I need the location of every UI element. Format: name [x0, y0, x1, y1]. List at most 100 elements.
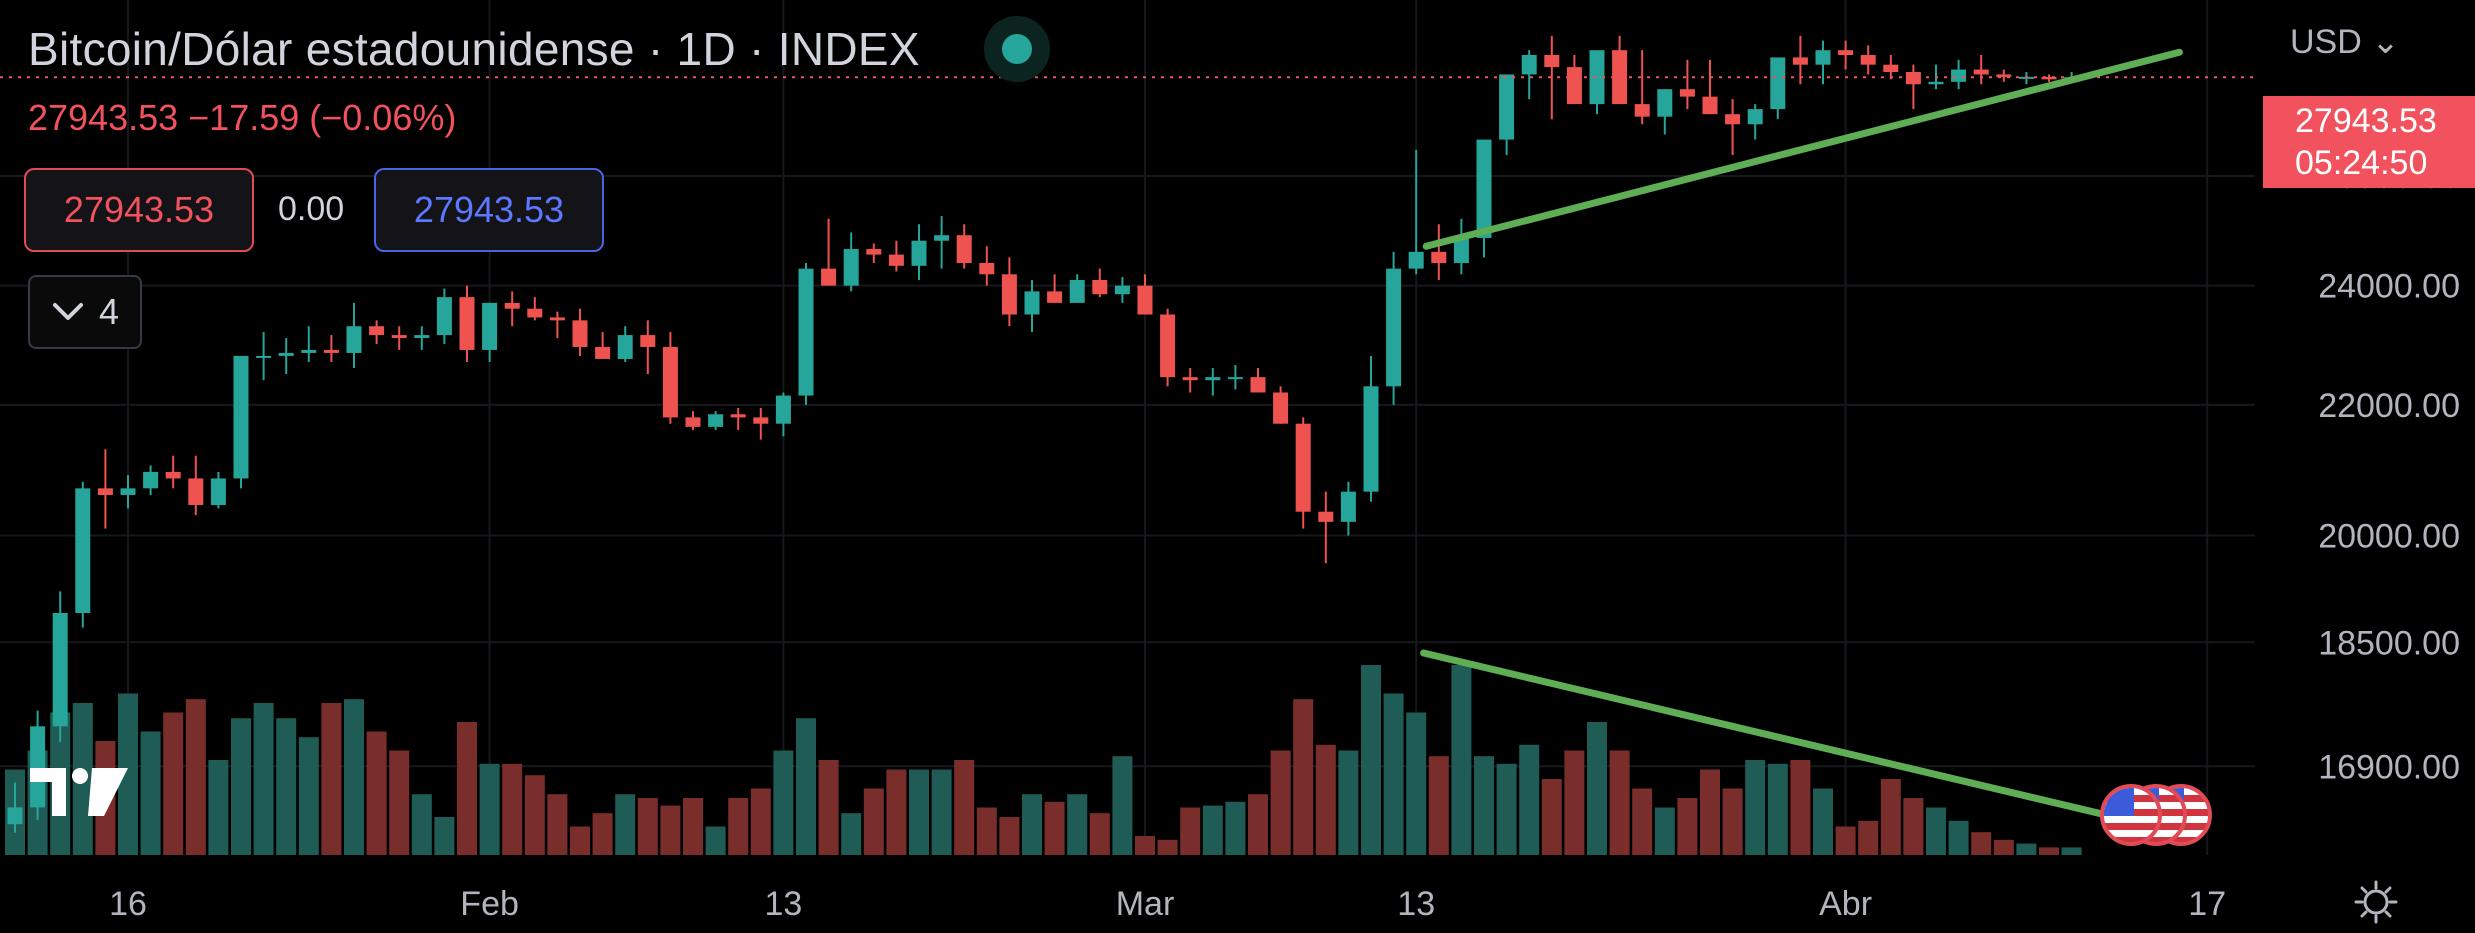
candle-body	[640, 335, 656, 347]
volume-bar	[457, 722, 477, 855]
volume-bar	[1044, 801, 1065, 855]
volume-bar	[615, 794, 636, 855]
candle-body	[956, 235, 972, 264]
candle-body	[391, 335, 407, 339]
candle-body	[165, 471, 181, 479]
volume-bar	[931, 769, 952, 855]
volume-bar	[660, 805, 681, 855]
volume-bar	[1451, 665, 1472, 855]
volume-bar	[1112, 756, 1133, 855]
candle-body	[436, 297, 452, 336]
volume-bar	[886, 769, 907, 855]
volume-bar	[1202, 805, 1223, 855]
volume-bar	[954, 760, 975, 855]
candle-body	[1340, 491, 1356, 522]
economic-events-markers[interactable]	[2100, 784, 2220, 854]
candle-body	[256, 355, 272, 358]
volume-bar	[1089, 813, 1110, 855]
volume-bar	[2061, 847, 2082, 855]
candle-body	[1182, 377, 1198, 381]
candle-body	[1024, 291, 1040, 315]
volume-bar	[524, 775, 545, 855]
candle-body	[1521, 55, 1537, 75]
currency-label: USD	[2290, 23, 2362, 61]
candle-body	[1657, 89, 1673, 117]
volume-bar	[276, 718, 297, 855]
volume-bar	[1135, 836, 1155, 855]
volume-bar	[1722, 788, 1743, 855]
candle-body	[30, 726, 46, 808]
candle-body	[7, 807, 23, 825]
candle-body	[504, 302, 520, 309]
volume-bar	[140, 731, 161, 855]
volume-bar	[1700, 769, 1720, 855]
candle-body	[1702, 96, 1718, 115]
candle-body	[369, 326, 385, 336]
candle-body	[278, 352, 294, 356]
us-flag-icon[interactable]	[2100, 784, 2162, 846]
candle-body	[1973, 69, 1989, 75]
chart-title[interactable]: Bitcoin/Dólar estadounidense · 1D · INDE…	[28, 23, 920, 75]
volume-bar	[818, 760, 839, 855]
x-tick-label: Feb	[460, 885, 519, 923]
candle-body	[1589, 50, 1605, 105]
x-tick-label: 13	[764, 885, 802, 923]
candle-body	[1250, 377, 1266, 393]
volume-bar	[1022, 794, 1042, 855]
candle-body	[753, 417, 769, 424]
candle-body	[1092, 279, 1108, 295]
buy-button[interactable]: 27943.53	[374, 168, 604, 252]
volume-bar	[1406, 712, 1427, 855]
volume-bar	[434, 817, 455, 855]
x-tick-label: 13	[1397, 885, 1435, 923]
candle-body	[1408, 251, 1424, 269]
spread-value: 0.00	[278, 190, 345, 228]
candle-body	[1860, 55, 1876, 65]
x-axis: 16 Feb 13 Mar 13 Abr 17	[109, 885, 2226, 923]
currency-selector[interactable]: USD ⌄	[2290, 22, 2400, 62]
candle-body	[1996, 74, 2012, 77]
candle-body	[911, 240, 927, 266]
candle-body	[210, 478, 226, 505]
volume-bar	[163, 712, 184, 855]
x-tick-label: Abr	[1819, 885, 1872, 923]
volume-bar	[2039, 847, 2059, 855]
indicators-toggle-button[interactable]: 4	[28, 275, 142, 349]
volume-bar	[1564, 750, 1585, 855]
volume-bar	[118, 693, 138, 855]
y-tick-label: 22000.00	[2318, 387, 2460, 425]
tradingview-logo-icon[interactable]	[30, 762, 128, 822]
volume-bar	[1971, 832, 1992, 855]
candle-body	[1499, 74, 1515, 140]
volume-bar	[1270, 750, 1291, 855]
currency-caret: ⌄	[2371, 23, 2400, 61]
sell-button[interactable]: 27943.53	[24, 168, 254, 252]
candle-body	[233, 355, 249, 479]
volume-bar	[1338, 750, 1359, 855]
volume-bar	[298, 737, 319, 855]
volume-bar	[1519, 744, 1540, 855]
volume-bar	[1767, 763, 1788, 855]
y-tick-label: 16900.00	[2318, 748, 2460, 786]
candle-body	[1792, 57, 1808, 65]
last-price-tag-price: 27943.53	[2295, 102, 2437, 140]
volume-bar	[570, 826, 590, 855]
gear-icon[interactable]	[2352, 878, 2400, 926]
candle-body	[1386, 268, 1402, 387]
volume-bar	[1248, 794, 1268, 855]
volume-bar	[909, 769, 929, 855]
volume-bar	[976, 807, 997, 855]
candle-body	[1905, 71, 1921, 85]
volume-bar	[750, 788, 771, 855]
candle-body	[143, 471, 159, 489]
candle-body	[482, 302, 498, 350]
candle-body	[1634, 104, 1650, 117]
volume-bar	[1677, 798, 1698, 855]
candle-body	[1295, 423, 1311, 512]
candle-body	[75, 488, 91, 613]
volume-bar	[1948, 820, 1969, 855]
volume-trendline	[1420, 649, 2173, 834]
candle-body	[323, 349, 339, 353]
volume-bar	[796, 718, 816, 855]
